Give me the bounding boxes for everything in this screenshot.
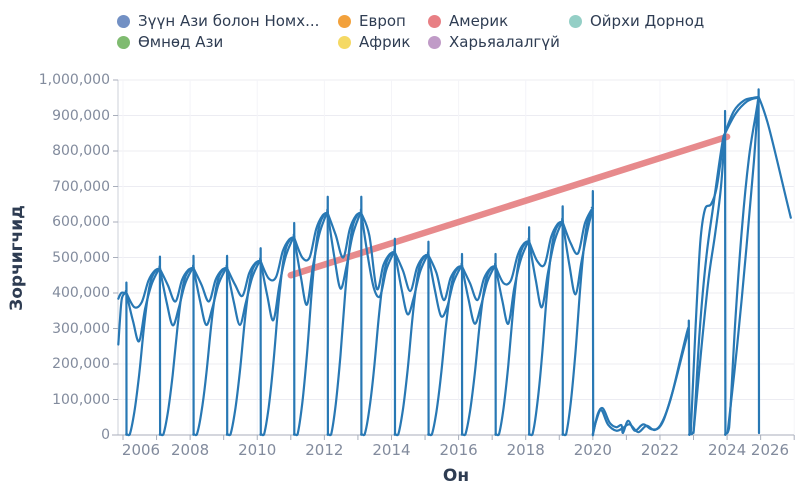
- y-axis-title: Зорчигчид: [7, 205, 27, 311]
- legend-dot-south-asia-icon: [117, 35, 130, 49]
- x-tick-label: 2024: [707, 441, 747, 459]
- series-america-trend-line[interactable]: [287, 133, 731, 279]
- legend-item-stateless[interactable]: Харьяалалгүй: [428, 33, 560, 51]
- legend-item-south-asia[interactable]: Өмнөд Ази: [117, 33, 223, 51]
- legend-label-africa: Африк: [359, 33, 411, 51]
- y-tick-label: 700,000: [52, 178, 110, 195]
- legend-label-america: Америк: [449, 12, 509, 30]
- legend-dot-america-icon: [428, 14, 441, 28]
- y-tick-label: 200,000: [52, 356, 110, 372]
- legend-label-middle-east: Ойрхи Дорнод: [590, 12, 705, 30]
- series-east-asia-line-strand[interactable]: [117, 292, 126, 346]
- y-tick-label: 1,000,000: [38, 72, 110, 88]
- series-east-asia-line-strand[interactable]: [591, 328, 690, 435]
- legend-dot-stateless-icon: [428, 35, 441, 49]
- x-tick-label: 2008: [171, 441, 210, 459]
- y-tick-label: 400,000: [52, 285, 110, 301]
- y-tick-label: 500,000: [52, 249, 110, 266]
- legend-item-middle-east[interactable]: Ойрхи Дорнод: [569, 12, 704, 30]
- legend-item-america[interactable]: Америк: [428, 12, 508, 30]
- y-tick-label: 300,000: [52, 320, 110, 337]
- legend-label-stateless: Харьяалалгүй: [449, 33, 560, 51]
- series-east-asia-line-strand[interactable]: [124, 208, 593, 343]
- y-tick-label: 600,000: [52, 214, 110, 230]
- series-east-asia-line[interactable]: [117, 88, 761, 437]
- legend-item-east-asia[interactable]: Зүүн Ази болон Номх...: [117, 12, 319, 30]
- legend-label-europe: Европ: [359, 12, 406, 30]
- series-east-asia-line-strand[interactable]: [724, 95, 792, 219]
- legend-dot-east-asia-icon: [117, 14, 130, 28]
- series-east-asia-line-strand[interactable]: [124, 209, 593, 309]
- legend-dot-europe-icon: [338, 14, 351, 28]
- x-tick-label: 2020: [573, 441, 612, 459]
- legend-label-east-asia: Зүүн Ази болон Номх...: [138, 12, 320, 30]
- legend-dot-middle-east-icon: [569, 14, 582, 28]
- x-tick-label: 2022: [640, 441, 680, 459]
- x-tick-label: 2018: [506, 441, 545, 459]
- x-axis-title: Он: [442, 466, 470, 486]
- x-tick-label: 2006: [121, 441, 161, 459]
- series-east-asia-line-strand[interactable]: [692, 133, 726, 434]
- y-tick-label: 900,000: [52, 107, 110, 124]
- legend-dot-africa-icon: [338, 35, 351, 49]
- y-tick-label: 0: [101, 427, 110, 443]
- series-east-asia-line-strand[interactable]: [689, 132, 726, 434]
- x-tick-label: 2012: [305, 441, 344, 459]
- series-east-asia-line-strand[interactable]: [726, 98, 760, 433]
- x-tick-label: 2010: [238, 441, 277, 459]
- y-tick-label: 100,000: [52, 391, 110, 408]
- x-tick-label: 2026: [750, 441, 790, 459]
- legend-item-europe[interactable]: Европ: [338, 12, 406, 30]
- legend-item-africa[interactable]: Африк: [338, 33, 410, 51]
- y-tick-label: 800,000: [52, 143, 110, 159]
- x-tick-label: 2016: [439, 441, 478, 459]
- legend-label-south-asia: Өмнөд Ази: [138, 33, 224, 51]
- x-tick-label: 2014: [372, 441, 411, 459]
